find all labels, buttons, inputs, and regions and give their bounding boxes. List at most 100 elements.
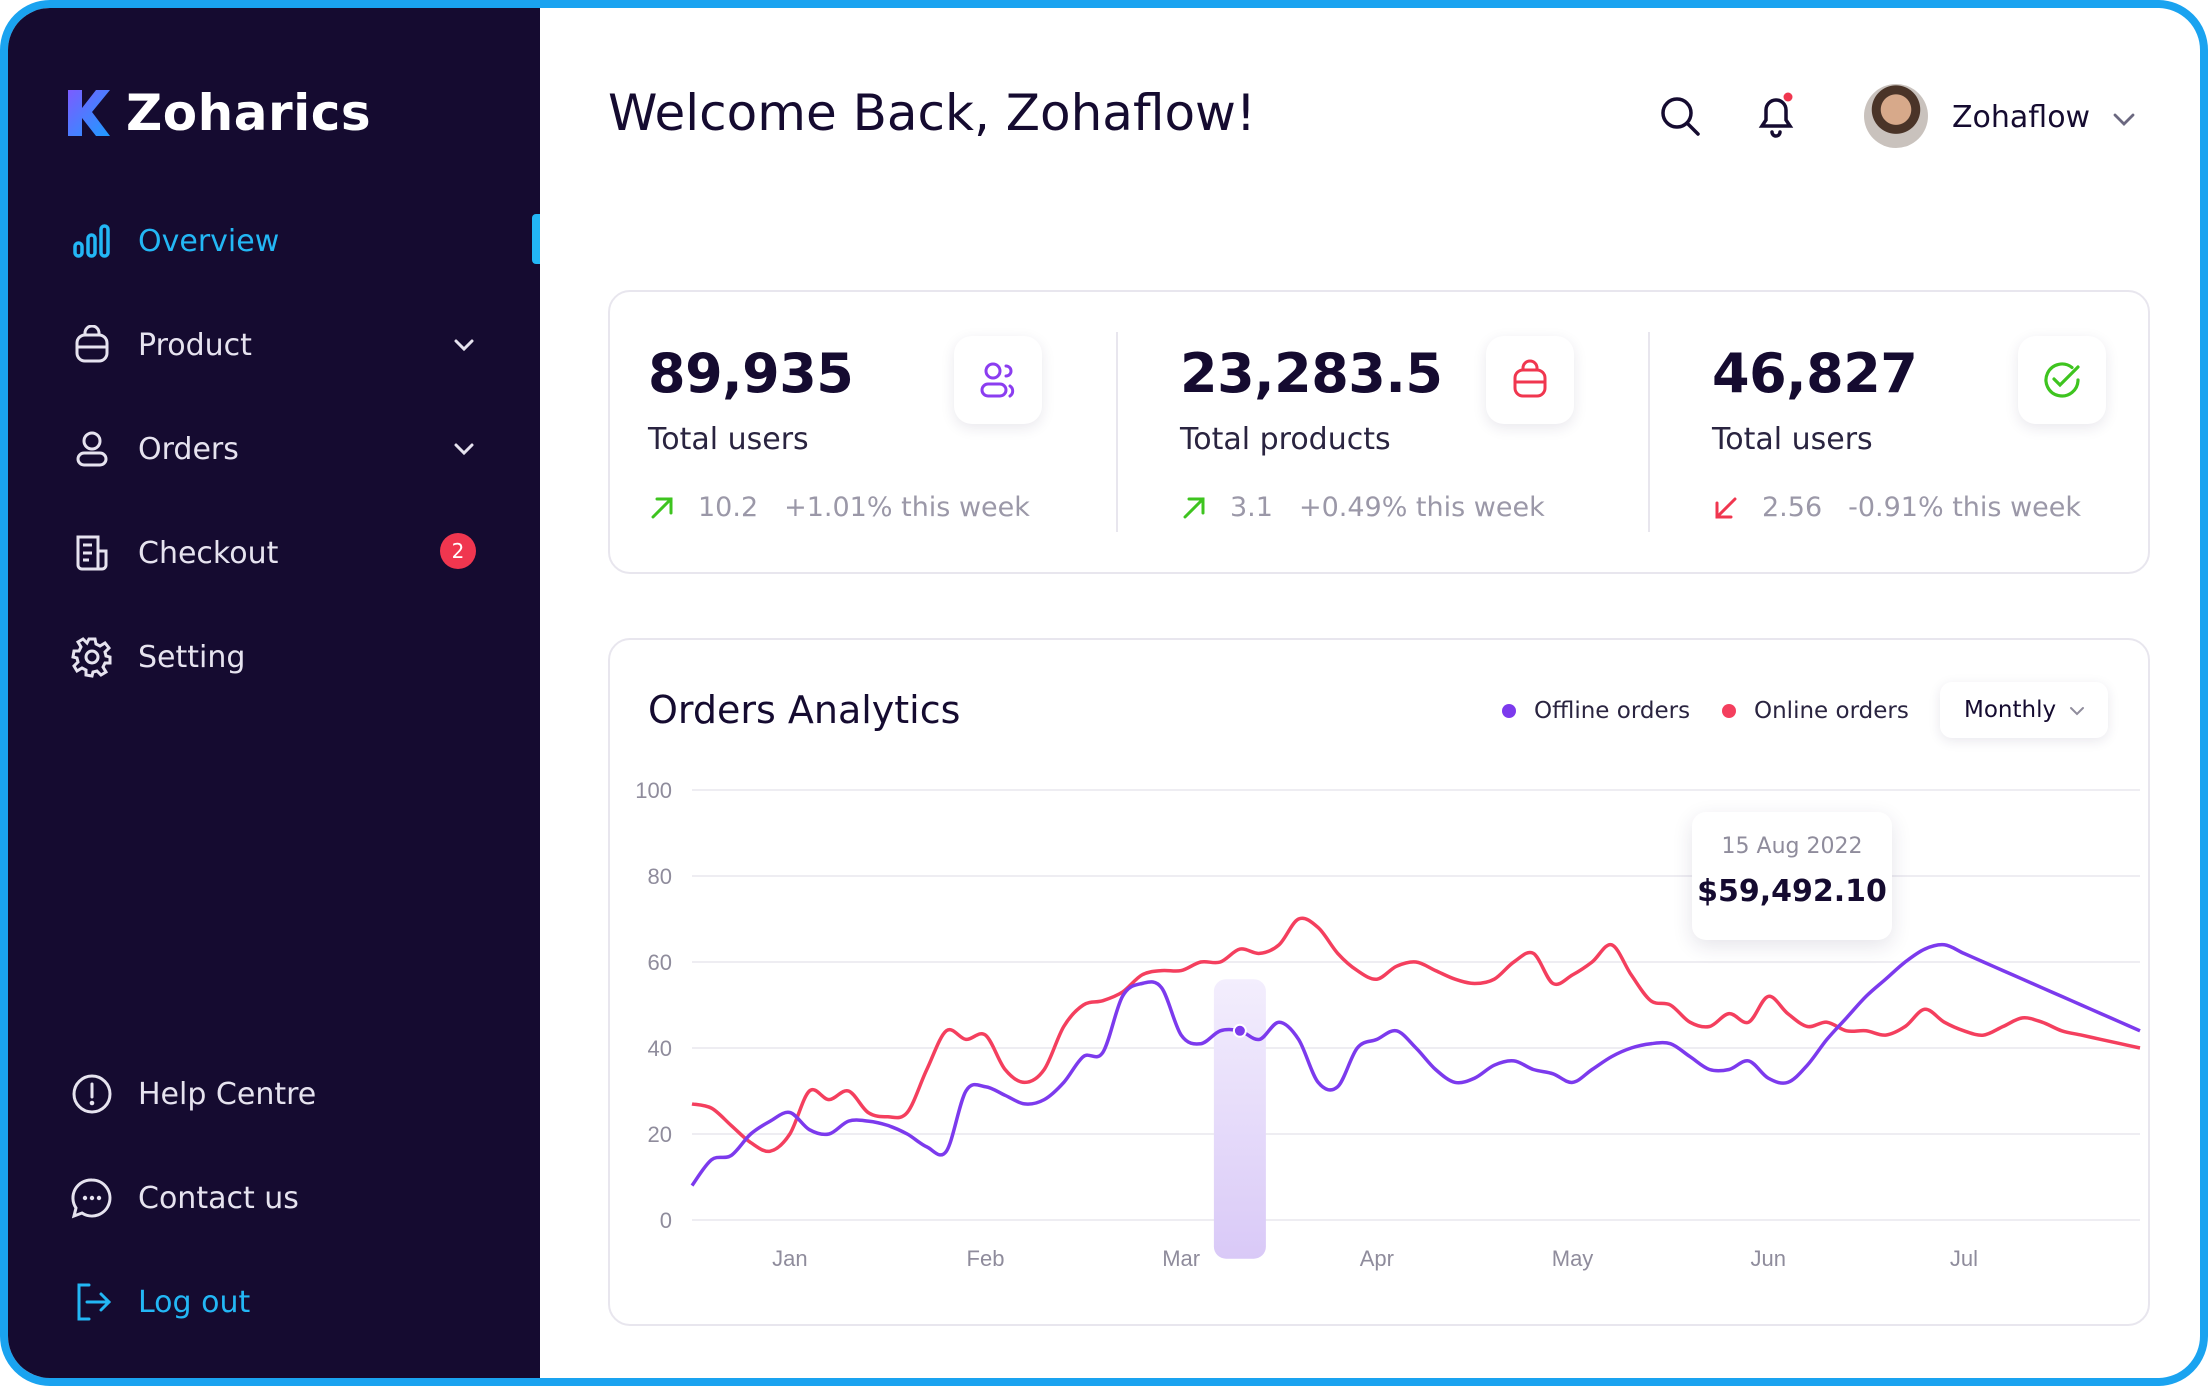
legend-label: Offline orders [1534, 698, 1691, 724]
bar-chart-icon [70, 219, 114, 263]
arrow-up-right-icon [651, 497, 673, 518]
avatar[interactable] [1864, 84, 1928, 148]
legend-offline-orders[interactable]: Offline orders [1502, 698, 1690, 724]
stat-icon-box [1486, 336, 1574, 424]
sidebar: Zoharics Overview Product Orders [8, 8, 540, 1378]
bag-icon [1513, 359, 1547, 398]
orders-analytics-card: Orders Analytics Offline orders Online o… [608, 638, 2150, 1326]
x-tick-label: Jan [772, 1246, 807, 1271]
y-tick-label: 100 [635, 778, 672, 803]
series-line-online [691, 916, 2141, 1154]
page-title: Welcome Back, Zohaflow! [608, 84, 1256, 142]
chevron-down-icon[interactable] [450, 435, 478, 463]
arrow-down-left-icon [1715, 497, 1737, 518]
user-icon [70, 427, 114, 471]
sidebar-item-help-centre[interactable]: Help Centre [70, 1064, 490, 1124]
tooltip-value: $59,492.10 [1697, 874, 1887, 909]
stat-value: 23,283.5 [1180, 342, 1443, 405]
users-icon [980, 362, 1015, 398]
sidebar-item-contact-us[interactable]: Contact us [70, 1168, 490, 1228]
stat-total-products: 23,283.5 Total products 3.1 +0.49% this … [1142, 292, 1656, 572]
chevron-down-icon [2070, 707, 2084, 716]
sidebar-item-overview[interactable]: Overview [70, 211, 490, 271]
stat-divider [1648, 332, 1650, 532]
receipt-icon [70, 531, 114, 575]
stat-total-users-2: 46,827 Total users 2.56 -0.91% this week [1674, 292, 2188, 572]
active-indicator [532, 214, 540, 264]
sidebar-item-log-out[interactable]: Log out [70, 1272, 490, 1332]
stats-card: 89,935 Total users 10.2 +1.01% this week… [608, 290, 2150, 574]
x-tick-label: Jun [1750, 1246, 1785, 1271]
brand-name: Zoharics [126, 84, 372, 142]
period-select[interactable]: Monthly [1940, 682, 2108, 738]
x-tick-label: May [1552, 1246, 1594, 1271]
stat-change: -0.91% this week [1848, 492, 2082, 523]
stat-icon-box [2018, 336, 2106, 424]
main-content: Welcome Back, Zohaflow! Zohaflow 89,935 … [540, 8, 2200, 1378]
sidebar-item-setting[interactable]: Setting [70, 627, 490, 687]
stat-trend: 10.2 +1.01% this week [648, 492, 1030, 523]
chevron-down-icon[interactable] [450, 331, 478, 359]
brand-logo[interactable]: Zoharics [66, 84, 371, 142]
sidebar-item-label: Log out [138, 1284, 251, 1320]
x-tick-label: Feb [967, 1246, 1005, 1271]
series-line-offline [690, 942, 2141, 1187]
legend-label: Online orders [1754, 698, 1909, 724]
sidebar-item-checkout[interactable]: Checkout 2 [70, 523, 490, 583]
bell-icon [1758, 92, 1794, 138]
stat-value: 89,935 [648, 342, 854, 405]
sidebar-item-label: Setting [138, 639, 246, 675]
stat-divider [1116, 332, 1118, 532]
chart-tooltip: 15 Aug 2022 $59,492.10 [1692, 812, 1892, 940]
sidebar-item-label: Contact us [138, 1180, 299, 1216]
x-tick-label: Mar [1162, 1246, 1200, 1271]
gear-icon [70, 635, 114, 679]
period-select-value: Monthly [1964, 697, 2057, 723]
legend-dot [1502, 704, 1516, 718]
highlight-band [1213, 979, 1266, 1259]
notifications-button[interactable] [1752, 92, 1800, 140]
tooltip-point [1232, 1023, 1247, 1038]
chart-title: Orders Analytics [648, 688, 961, 732]
search-button[interactable] [1656, 92, 1704, 140]
stat-trend: 3.1 +0.49% this week [1180, 492, 1545, 523]
stat-total-users: 89,935 Total users 10.2 +1.01% this week [610, 292, 1124, 572]
sidebar-item-label: Orders [138, 431, 239, 467]
stat-delta: 3.1 [1230, 492, 1273, 523]
stat-label: Total users [648, 422, 809, 457]
info-icon [70, 1072, 114, 1116]
sidebar-item-orders[interactable]: Orders [70, 419, 490, 479]
sidebar-item-label: Overview [138, 223, 280, 259]
notification-badge: 2 [440, 533, 476, 569]
y-tick-label: 40 [648, 1036, 672, 1061]
bag-icon [70, 323, 114, 367]
y-tick-label: 80 [648, 864, 672, 889]
check-circle-icon [2044, 362, 2080, 398]
sidebar-item-label: Checkout [138, 535, 279, 571]
orders-chart: 0 20 40 60 80 100 Jan Feb Mar Apr May Jun Jul [635, 778, 2141, 1271]
stat-icon-box [954, 336, 1042, 424]
stat-trend: 2.56 -0.91% this week [1712, 492, 2081, 523]
stat-change: +0.49% this week [1298, 492, 1545, 523]
stat-change: +1.01% this week [784, 492, 1030, 523]
x-tick-label: Jul [1950, 1246, 1978, 1271]
x-tick-label: Apr [1360, 1246, 1394, 1271]
sidebar-item-product[interactable]: Product [70, 315, 490, 375]
chevron-down-icon[interactable] [2110, 106, 2138, 134]
sidebar-item-label: Help Centre [138, 1076, 317, 1112]
stat-value: 46,827 [1712, 342, 1918, 405]
tooltip-date: 15 Aug 2022 [1721, 834, 1863, 859]
sidebar-item-label: Product [138, 327, 252, 363]
legend-dot [1722, 704, 1736, 718]
stat-delta: 10.2 [698, 492, 759, 523]
arrow-up-right-icon [1183, 497, 1205, 518]
stat-delta: 2.56 [1762, 492, 1823, 523]
y-tick-label: 0 [660, 1208, 672, 1233]
y-tick-label: 20 [648, 1122, 672, 1147]
stat-label: Total products [1180, 422, 1391, 457]
legend-online-orders[interactable]: Online orders [1722, 698, 1909, 724]
user-name[interactable]: Zohaflow [1952, 100, 2091, 135]
search-icon [1661, 97, 1700, 136]
stat-label: Total users [1712, 422, 1873, 457]
